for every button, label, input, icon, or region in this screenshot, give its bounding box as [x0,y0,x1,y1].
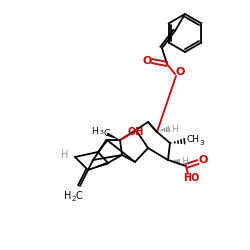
Text: H: H [170,124,177,134]
Polygon shape [98,139,108,152]
Text: 3: 3 [100,130,104,136]
Polygon shape [106,132,120,140]
Text: O: O [198,155,208,165]
Text: CH: CH [186,136,200,144]
Text: OH: OH [128,127,144,137]
Text: H: H [61,150,69,160]
Text: H: H [180,158,188,166]
Polygon shape [88,162,108,170]
Text: H: H [91,126,98,136]
Text: HO: HO [183,173,199,183]
Text: 3: 3 [200,140,204,146]
Text: O: O [175,67,185,77]
Text: O: O [142,56,152,66]
Text: H: H [64,191,72,201]
Text: C: C [76,191,82,201]
Text: 2: 2 [72,196,76,202]
Text: C: C [104,130,110,138]
